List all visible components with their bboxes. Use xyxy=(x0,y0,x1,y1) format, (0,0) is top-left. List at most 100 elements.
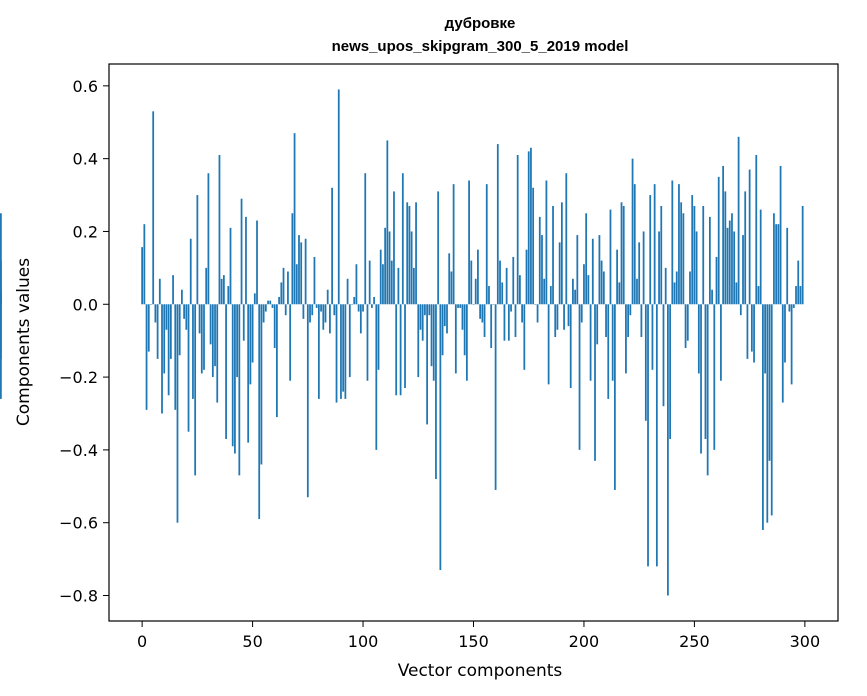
x-tick-label: 50 xyxy=(242,632,262,651)
bar xyxy=(490,304,493,348)
bar xyxy=(384,227,387,305)
bar xyxy=(214,304,216,367)
bar xyxy=(477,249,479,305)
bar xyxy=(280,282,283,305)
bar xyxy=(408,205,411,305)
bar xyxy=(315,304,318,308)
bar xyxy=(395,304,398,396)
bar xyxy=(386,140,389,305)
bar xyxy=(271,304,274,308)
bar xyxy=(240,198,243,305)
bar xyxy=(457,304,459,308)
bar xyxy=(576,235,579,305)
bar xyxy=(410,231,413,305)
bar xyxy=(145,304,148,410)
bar xyxy=(715,256,718,305)
bar xyxy=(419,304,422,330)
bar xyxy=(260,304,263,465)
bar xyxy=(501,282,504,305)
bar xyxy=(786,227,789,305)
bar xyxy=(309,304,311,323)
bar xyxy=(693,205,696,305)
bar xyxy=(278,296,280,305)
bar xyxy=(382,264,384,305)
bar xyxy=(298,235,300,305)
bar xyxy=(295,264,298,305)
bar xyxy=(448,253,451,305)
bar xyxy=(735,282,738,305)
bar xyxy=(746,304,749,359)
bar xyxy=(706,304,709,476)
bar xyxy=(222,275,225,305)
y-axis-ticks: −0.8 −0.6 −0.4 −0.2 0.0 0.2 0.4 0.6 xyxy=(59,77,109,606)
bar xyxy=(702,205,705,305)
bar xyxy=(762,304,764,530)
bar xyxy=(344,304,347,399)
bar xyxy=(258,304,261,520)
bar xyxy=(556,304,559,330)
bar xyxy=(209,304,212,345)
bar xyxy=(220,278,223,305)
bar xyxy=(770,304,773,516)
bar xyxy=(0,213,2,305)
bar xyxy=(430,304,433,367)
y-tick-label: 0.6 xyxy=(73,77,98,96)
bar xyxy=(366,304,369,381)
bar xyxy=(697,304,700,374)
bar xyxy=(720,304,722,381)
bar xyxy=(172,275,174,305)
bar xyxy=(472,304,475,305)
bar xyxy=(795,286,797,305)
bar xyxy=(781,304,784,403)
bar xyxy=(675,271,678,305)
plot-frame xyxy=(108,63,839,622)
bar xyxy=(353,296,356,305)
bar xyxy=(322,304,325,330)
y-tick-label: −0.4 xyxy=(59,441,98,460)
bar xyxy=(750,304,753,352)
bar xyxy=(439,304,442,571)
bar xyxy=(234,304,236,454)
bar xyxy=(552,205,554,305)
bar xyxy=(682,213,685,305)
bar xyxy=(443,304,446,327)
bar xyxy=(461,304,464,330)
bar xyxy=(267,300,269,305)
bar xyxy=(594,304,596,461)
bar xyxy=(516,155,519,305)
bar xyxy=(523,304,526,370)
bar xyxy=(0,304,2,399)
bar xyxy=(293,133,296,305)
bar xyxy=(598,235,601,305)
bar xyxy=(629,304,632,316)
x-tick-label: 250 xyxy=(679,632,710,651)
bar xyxy=(227,286,230,305)
bar xyxy=(397,267,400,305)
bar xyxy=(364,173,367,305)
bar xyxy=(342,304,345,392)
bar xyxy=(273,304,276,348)
bar xyxy=(441,304,444,356)
bar xyxy=(238,304,241,476)
bar xyxy=(596,304,599,345)
bar xyxy=(421,304,424,341)
bar xyxy=(726,227,729,305)
bar xyxy=(768,304,771,461)
bar xyxy=(463,304,466,356)
bar xyxy=(618,282,621,305)
bar xyxy=(306,304,309,498)
bar xyxy=(141,247,144,305)
bar xyxy=(169,304,172,359)
bar xyxy=(337,89,340,305)
bar xyxy=(560,202,563,305)
bar xyxy=(200,304,203,374)
bar xyxy=(348,304,351,378)
bar xyxy=(346,278,349,305)
bar xyxy=(465,304,468,381)
bar xyxy=(583,264,585,305)
bar xyxy=(521,304,523,323)
bar xyxy=(642,231,645,305)
y-tick-label: 0.4 xyxy=(73,150,98,169)
bar xyxy=(485,184,488,305)
bar xyxy=(357,304,360,312)
